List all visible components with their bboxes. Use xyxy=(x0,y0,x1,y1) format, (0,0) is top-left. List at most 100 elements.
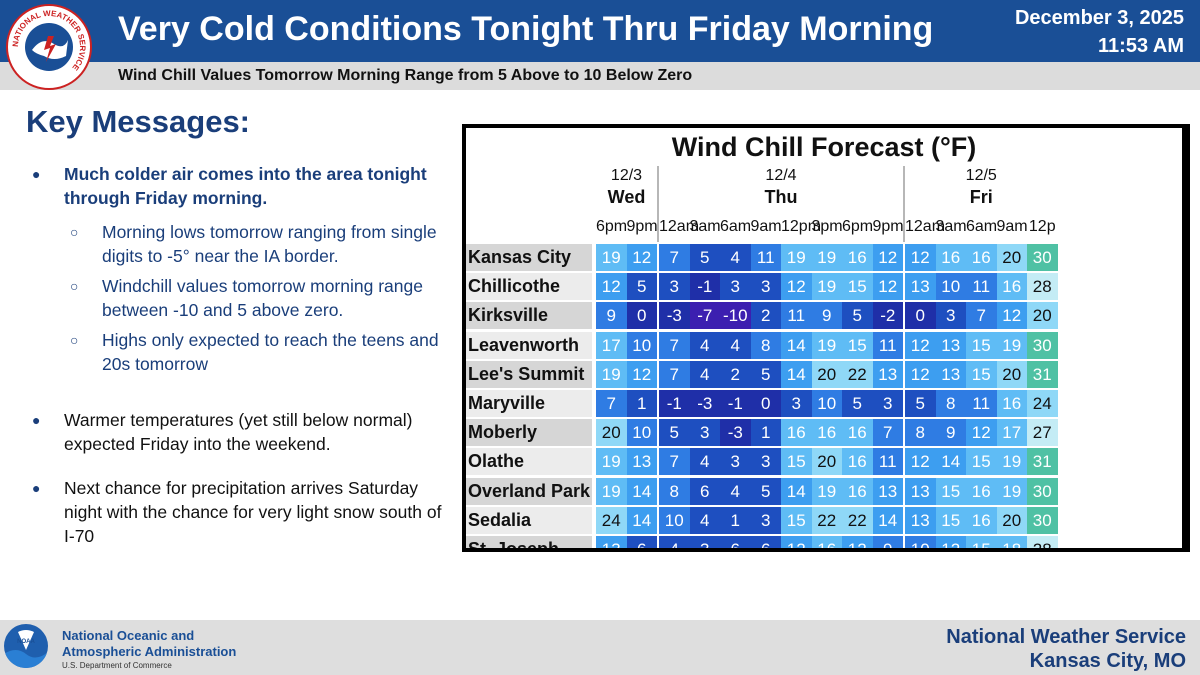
wind-chill-cell: 6 xyxy=(689,477,720,505)
wind-chill-cell: 19 xyxy=(596,244,627,271)
wind-chill-cell: 4 xyxy=(689,360,720,388)
city-label: St. Joseph xyxy=(466,536,592,548)
wind-chill-cell: 30 xyxy=(1027,477,1058,505)
wind-chill-cell: 12 xyxy=(905,360,936,388)
key-messages-title: Key Messages: xyxy=(26,104,251,139)
wind-chill-cell: 0 xyxy=(626,302,657,330)
wind-chill-cell: 15 xyxy=(781,448,812,476)
wind-chill-cell: 10 xyxy=(626,331,657,359)
wind-chill-cell: 24 xyxy=(596,506,627,534)
noaa-logo-text: NOAA xyxy=(17,639,35,645)
wind-chill-cell: 16 xyxy=(811,419,842,447)
wind-chill-cell: 22 xyxy=(811,506,842,534)
wind-chill-cell: 3 xyxy=(781,390,812,417)
wind-chill-cell: 20 xyxy=(811,360,842,388)
wind-chill-cell: -7 xyxy=(689,302,720,330)
wind-chill-cell: 12 xyxy=(626,244,657,271)
hour-label: 3am xyxy=(689,218,721,235)
wind-chill-cell: 3 xyxy=(750,273,781,301)
wind-chill-cell: 13 xyxy=(905,506,936,534)
wind-chill-cell: 7 xyxy=(659,360,690,388)
wind-chill-cell: 15 xyxy=(935,477,966,505)
bullet-item: ● Next chance for precipitation arrives … xyxy=(30,476,450,548)
wind-chill-cell: 19 xyxy=(811,244,842,271)
hour-label: 6pm xyxy=(596,218,628,235)
sub-bullet-text: Highs only expected to reach the teens a… xyxy=(102,330,439,374)
wind-chill-cell: 16 xyxy=(842,477,873,505)
wind-chill-cell: 16 xyxy=(811,536,842,548)
wind-chill-cell: 6 xyxy=(750,536,781,548)
wind-chill-cell: 31 xyxy=(1027,360,1058,388)
page-subtitle: Wind Chill Values Tomorrow Morning Range… xyxy=(118,67,693,84)
bullet-dot-icon: ● xyxy=(32,480,41,496)
wind-chill-cell: 19 xyxy=(996,477,1027,505)
hour-label: 6am xyxy=(720,218,752,235)
wind-chill-cell: 20 xyxy=(996,360,1027,388)
day-header: 12/3 Wed xyxy=(596,166,657,208)
page-title: Very Cold Conditions Tonight Thru Friday… xyxy=(118,10,934,48)
day-name: Fri xyxy=(969,187,993,207)
city-label: Sedalia xyxy=(466,506,592,534)
sub-bullet-item: ○ Highs only expected to reach the teens… xyxy=(30,328,450,376)
wind-chill-cell: 16 xyxy=(996,273,1027,301)
hour-label: 9pm xyxy=(872,218,904,235)
wind-chill-cell: 10 xyxy=(626,419,657,447)
wind-chill-cell: 13 xyxy=(872,477,903,505)
wind-chill-cell: 13 xyxy=(596,536,627,548)
wind-chill-cell: 5 xyxy=(659,419,690,447)
wind-chill-cell: 28 xyxy=(1027,536,1058,548)
wind-chill-cell: 12 xyxy=(781,536,812,548)
wind-chill-cell: 3 xyxy=(872,390,903,417)
city-label: Moberly xyxy=(466,419,592,447)
wind-chill-cell: 16 xyxy=(842,448,873,476)
day-date: 12/5 xyxy=(965,167,997,184)
wind-chill-cell: 7 xyxy=(596,390,627,417)
wind-chill-cell: 22 xyxy=(842,360,873,388)
wind-chill-cell: 9 xyxy=(935,419,966,447)
wind-chill-cell: 16 xyxy=(966,477,997,505)
city-label: Kansas City xyxy=(466,244,592,271)
bullet-ring-icon: ○ xyxy=(70,332,79,348)
wind-chill-cell: -1 xyxy=(689,273,720,301)
wind-chill-cell: 13 xyxy=(935,360,966,388)
wind-chill-cell: 5 xyxy=(905,390,936,417)
wind-chill-cell: 15 xyxy=(966,331,997,359)
wind-chill-cell: 13 xyxy=(905,477,936,505)
wind-chill-cell: 0 xyxy=(750,390,781,417)
wind-chill-cell: 19 xyxy=(811,477,842,505)
wind-chill-cell: 2 xyxy=(750,302,781,330)
wind-chill-cell: 20 xyxy=(996,244,1027,271)
wind-chill-cell: 19 xyxy=(996,448,1027,476)
issue-time: 11:53 AM xyxy=(1098,35,1184,57)
wind-chill-cell: 8 xyxy=(905,419,936,447)
noaa-name-line: Atmospheric Administration xyxy=(62,644,237,659)
wind-chill-cell: 7 xyxy=(872,419,903,447)
wind-chill-cell: 12 xyxy=(935,536,966,548)
wind-chill-cell: 28 xyxy=(1027,273,1058,301)
wind-chill-cell: 11 xyxy=(966,273,997,301)
wind-chill-cell: 5 xyxy=(750,477,781,505)
wind-chill-cell: -3 xyxy=(720,419,751,447)
city-label: Chillicothe xyxy=(466,273,592,301)
wind-chill-cell: 12 xyxy=(626,360,657,388)
wind-chill-cell: 3 xyxy=(750,448,781,476)
wind-chill-cell: 10 xyxy=(659,506,690,534)
wind-chill-cell: 30 xyxy=(1027,506,1058,534)
bullet-dot-icon: ● xyxy=(32,412,41,428)
wind-chill-cell: 20 xyxy=(811,448,842,476)
office-name: National Weather Service Kansas City, MO xyxy=(946,625,1186,673)
wind-chill-cell: 13 xyxy=(905,273,936,301)
hour-label: 9pm xyxy=(626,218,658,235)
wind-chill-cell: 15 xyxy=(966,448,997,476)
wind-chill-cell: 24 xyxy=(1027,390,1058,417)
day-date: 12/3 xyxy=(610,167,643,184)
wind-chill-cell: 20 xyxy=(1027,302,1058,330)
wind-chill-cell: 9 xyxy=(811,302,842,330)
sub-bullet-text: Morning lows tomorrow ranging from singl… xyxy=(102,222,437,266)
wind-chill-cell: 12 xyxy=(596,273,627,301)
office-location: Kansas City, MO xyxy=(1029,650,1186,672)
wind-chill-cell: 14 xyxy=(935,448,966,476)
wind-chill-table: Wind Chill Forecast (°F) 12/3 Wed 12/4 Thu 1… xyxy=(466,128,1182,548)
wind-chill-cell: 30 xyxy=(1027,244,1058,271)
wind-chill-cell: 5 xyxy=(750,360,781,388)
